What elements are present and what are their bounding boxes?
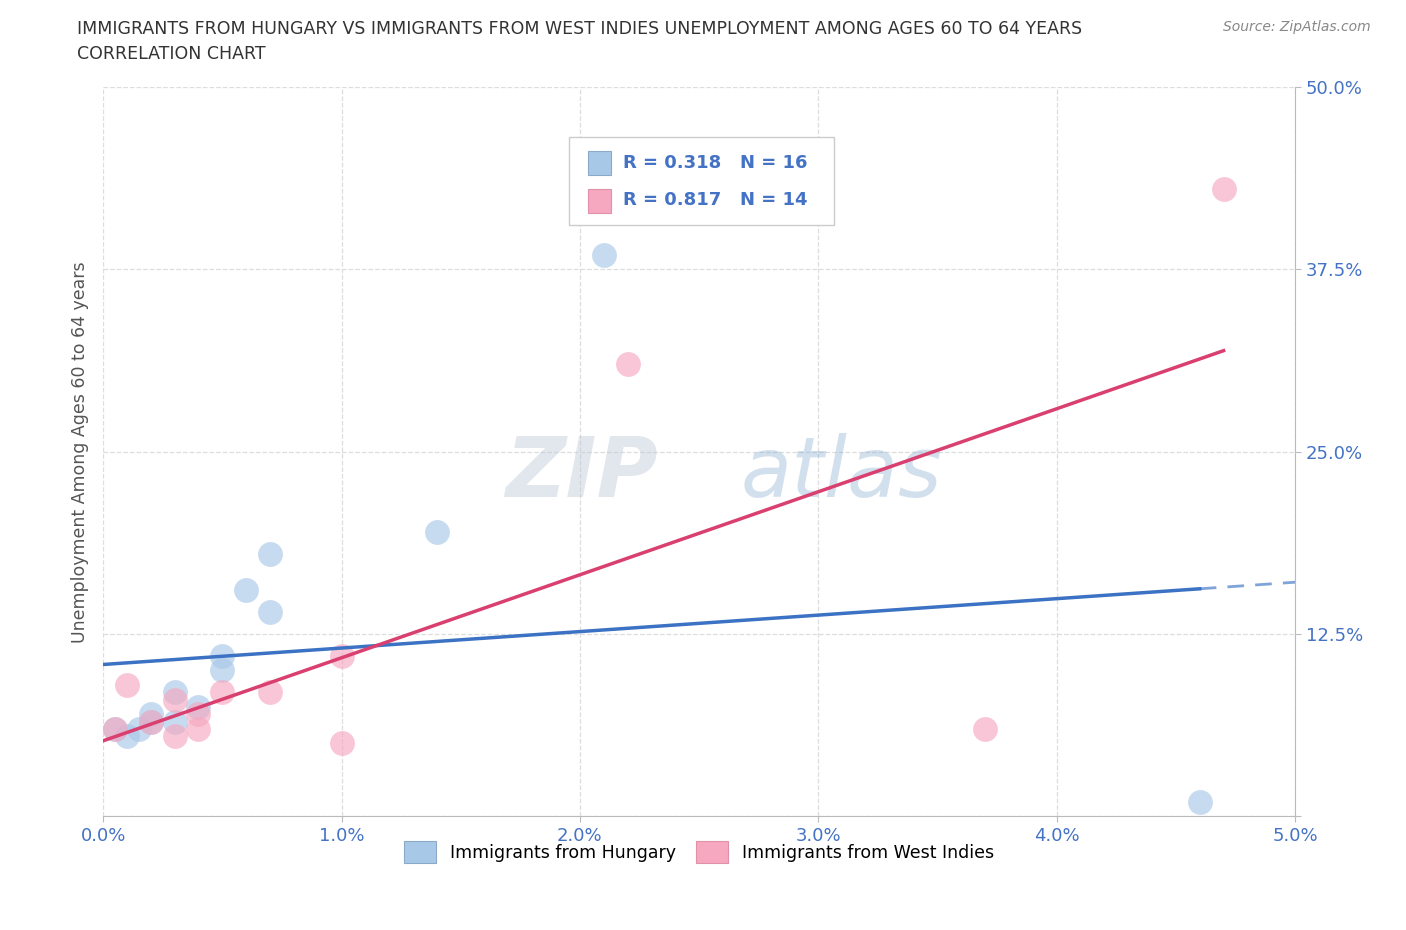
Point xyxy=(139,714,162,729)
Text: R = 0.318   N = 16: R = 0.318 N = 16 xyxy=(623,154,807,172)
Text: CORRELATION CHART: CORRELATION CHART xyxy=(77,45,266,62)
Text: IMMIGRANTS FROM HUNGARY VS IMMIGRANTS FROM WEST INDIES UNEMPLOYMENT AMONG AGES 6: IMMIGRANTS FROM HUNGARY VS IMMIGRANTS FR… xyxy=(77,20,1083,38)
Point xyxy=(115,729,138,744)
Point xyxy=(974,722,997,737)
Point xyxy=(187,699,209,714)
Point xyxy=(115,678,138,693)
Point xyxy=(163,729,186,744)
Point xyxy=(104,722,127,737)
Point xyxy=(187,722,209,737)
Point xyxy=(259,546,281,561)
Point xyxy=(163,684,186,699)
Point xyxy=(104,722,127,737)
Point xyxy=(187,707,209,722)
Text: R = 0.817   N = 14: R = 0.817 N = 14 xyxy=(623,192,807,209)
Point xyxy=(616,357,638,372)
Text: atlas: atlas xyxy=(741,433,942,514)
Point xyxy=(259,684,281,699)
Point xyxy=(163,692,186,707)
Point xyxy=(592,247,614,262)
Point xyxy=(1188,794,1211,809)
Point xyxy=(259,604,281,619)
Legend: Immigrants from Hungary, Immigrants from West Indies: Immigrants from Hungary, Immigrants from… xyxy=(398,834,1001,870)
Point xyxy=(139,714,162,729)
Point xyxy=(211,684,233,699)
Point xyxy=(330,648,353,663)
Point xyxy=(426,525,449,539)
Text: Source: ZipAtlas.com: Source: ZipAtlas.com xyxy=(1223,20,1371,34)
Point xyxy=(1212,181,1234,196)
Point xyxy=(139,707,162,722)
Point xyxy=(128,722,150,737)
Point xyxy=(211,663,233,678)
Point xyxy=(163,714,186,729)
Point xyxy=(211,648,233,663)
Point xyxy=(235,583,257,598)
Point xyxy=(330,736,353,751)
Text: ZIP: ZIP xyxy=(505,433,658,514)
Y-axis label: Unemployment Among Ages 60 to 64 years: Unemployment Among Ages 60 to 64 years xyxy=(72,261,89,643)
